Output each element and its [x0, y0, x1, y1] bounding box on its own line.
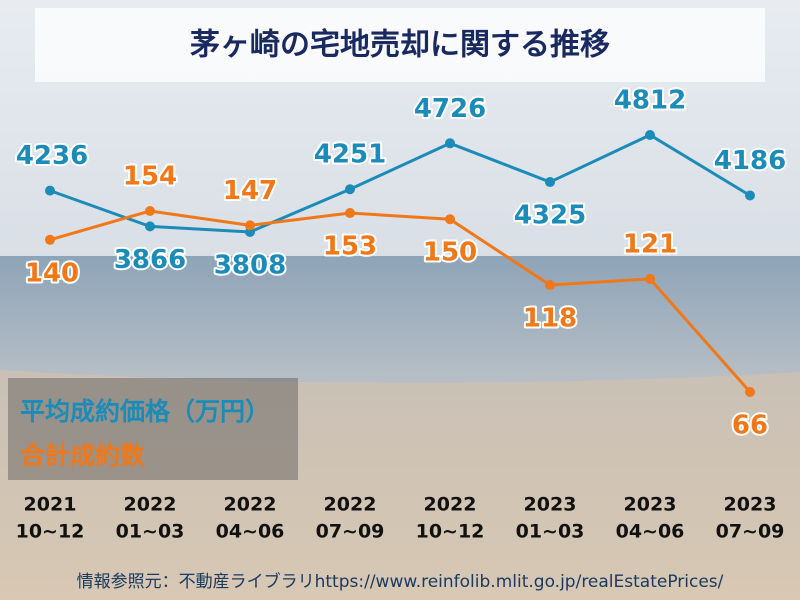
data-label: 153: [323, 232, 377, 262]
point: [345, 184, 355, 195]
x-tick-label: 01~03: [116, 521, 185, 543]
point: [445, 214, 455, 225]
data-label: 121: [623, 229, 677, 259]
x-tick-label: 04~06: [216, 521, 285, 543]
point: [745, 387, 755, 397]
data-label: 4812: [614, 86, 686, 116]
sea: [0, 256, 800, 386]
data-label: 4236: [16, 141, 88, 171]
data-label: 4325: [514, 201, 586, 231]
point: [545, 280, 555, 291]
x-tick-label: 2023: [624, 494, 677, 516]
x-tick-label: 2021: [24, 494, 77, 516]
data-label: 4186: [714, 146, 786, 176]
point: [45, 234, 55, 245]
point: [745, 190, 755, 201]
chart-title: 茅ヶ崎の宅地売却に関する推移: [190, 28, 610, 63]
series-line: [49, 133, 751, 234]
point: [445, 138, 455, 149]
source: 情報参照元：不動産ライブラリhttps://www.reinfolib.mlit…: [77, 571, 724, 592]
data-label: 3808: [214, 251, 286, 281]
x-tick-label: 04~06: [616, 521, 685, 543]
x-tick-label: 10~12: [416, 521, 485, 543]
point: [245, 220, 255, 231]
x-tick-label: 2023: [524, 494, 577, 516]
x-tick-label: 07~09: [316, 521, 385, 543]
point: [545, 177, 555, 188]
data-label: 140: [25, 258, 79, 288]
point: [345, 208, 355, 219]
title-banner: [35, 8, 765, 82]
point: [645, 273, 655, 284]
data-label: 66: [732, 411, 768, 441]
x-tick-label: 2022: [124, 494, 177, 516]
x-tick-label: 01~03: [516, 521, 585, 543]
x-tick-label: 2023: [724, 494, 777, 516]
data-label: 147: [223, 176, 277, 206]
sand: [0, 370, 800, 600]
point: [45, 185, 55, 196]
data-label: 3866: [114, 245, 186, 275]
data-label: 4251: [314, 140, 386, 170]
data-label: 150: [423, 238, 477, 268]
data-label: 4726: [414, 94, 486, 124]
legend-entry: 合計成約数: [20, 441, 146, 470]
legend-box: [8, 378, 298, 480]
x-tick-label: 2022: [424, 494, 477, 516]
point: [145, 206, 155, 216]
legend-entry: 平均成約価格（万円）: [20, 397, 270, 426]
x-tick-label: 07~09: [716, 521, 785, 543]
point: [145, 221, 155, 232]
point: [645, 130, 655, 140]
data-label: 118: [523, 304, 577, 334]
data-label: 154: [123, 162, 177, 192]
x-tick-label: 10~12: [16, 521, 85, 543]
series-line: [49, 209, 752, 393]
x-tick-label: 2022: [224, 494, 277, 516]
x-tick-label: 2022: [324, 494, 377, 516]
